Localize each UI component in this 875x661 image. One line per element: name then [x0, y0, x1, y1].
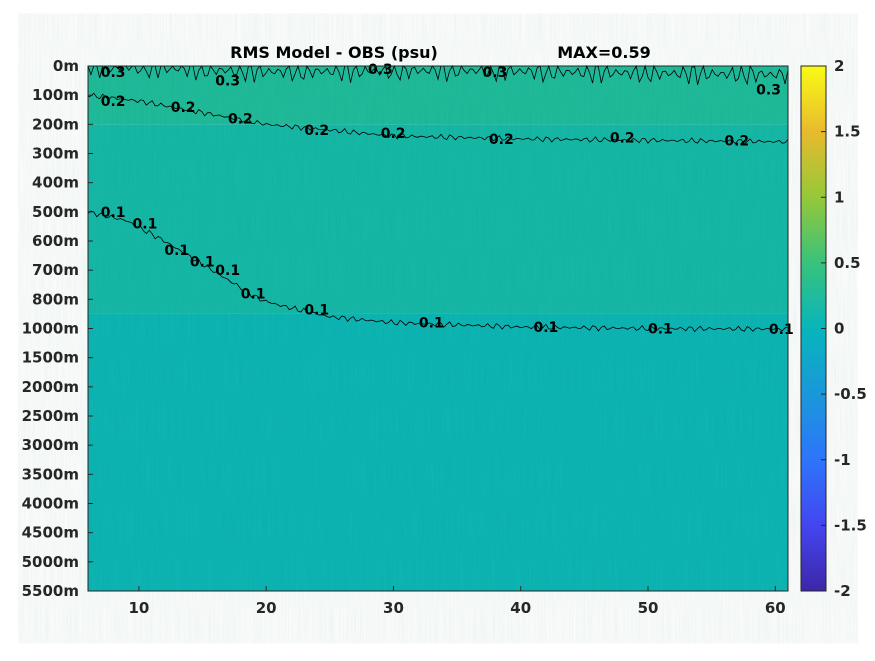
- colorbar-tick-label: 0: [834, 320, 844, 338]
- contour-label: 0.1: [533, 320, 558, 336]
- contour-label: 0.1: [769, 322, 794, 338]
- field-texture: [88, 66, 788, 591]
- x-axis: 10 20 30 40 50 60: [128, 586, 786, 617]
- contour-lines: [87, 64, 789, 333]
- contour-label: 0.2: [228, 112, 253, 128]
- x-tick-label: 50: [638, 599, 659, 617]
- y-tick-label: 100m: [32, 86, 79, 104]
- y-tick-label: 600m: [32, 232, 79, 250]
- y-tick-label: 800m: [32, 290, 79, 308]
- y-tick-label: 5500m: [22, 582, 79, 600]
- contour-label: 0.3: [756, 82, 781, 98]
- contour-label: 0.1: [101, 205, 126, 221]
- y-tick-label: 4500m: [22, 524, 79, 542]
- y-tick-label: 3000m: [22, 436, 79, 454]
- contour-label: 0.3: [215, 74, 240, 90]
- y-tick-label: 2500m: [22, 407, 79, 425]
- contour-label: 0.3: [483, 65, 508, 81]
- x-tick-label: 40: [510, 599, 531, 617]
- contour-label: 0.2: [101, 94, 126, 110]
- y-tick-label: 400m: [32, 174, 79, 192]
- colorbar-tick-label: -0.5: [834, 385, 867, 403]
- y-tick-label: 300m: [32, 145, 79, 163]
- max-annotation: MAX=0.59: [557, 43, 651, 62]
- contour-label: 0.2: [381, 126, 406, 142]
- contour-label: 0.1: [164, 243, 189, 259]
- y-tick-label: 0m: [53, 57, 79, 75]
- chart-title: RMS Model - OBS (psu): [230, 43, 438, 62]
- x-tick-label: 20: [256, 599, 277, 617]
- contour-label: 0.3: [101, 65, 126, 81]
- y-tick-label: 200m: [32, 115, 79, 133]
- y-tick-label: 500m: [32, 203, 79, 221]
- contour-label: 0.1: [419, 316, 444, 332]
- contour-label: 0.1: [304, 303, 329, 319]
- colorbar-tick-label: -1: [834, 451, 851, 469]
- colorbar-tick-label: 1: [834, 188, 844, 206]
- contour-label: 0.2: [489, 132, 514, 148]
- y-tick-label: 2000m: [22, 378, 79, 396]
- y-tick-label: 700m: [32, 261, 79, 279]
- y-axis: 0m 100m 200m 300m 400m 500m 600m 700m 800m 1000m 1…: [22, 57, 93, 600]
- contour-label: 0.2: [724, 133, 749, 149]
- contour-labels: 0.3 0.3 0.3 0.3 0.3 0.2 0.2 0.2 0.2 0.2 0.2 0.2 0.2 0…: [101, 62, 794, 338]
- x-tick-label: 30: [383, 599, 404, 617]
- contour-line-0.1: [87, 210, 789, 333]
- y-tick-label: 5000m: [22, 553, 79, 571]
- colorbar-tick-label: 0.5: [834, 254, 861, 272]
- colorbar-tick-label: 1.5: [834, 123, 861, 141]
- contour-label: 0.2: [171, 100, 196, 116]
- colorbar-tick-label: 2: [834, 57, 844, 75]
- contour-line-0.3: [87, 64, 789, 86]
- x-tick-label: 60: [765, 599, 786, 617]
- y-tick-label: 3500m: [22, 465, 79, 483]
- contour-label: 0.1: [215, 263, 240, 279]
- colorbar-tick-label: -1.5: [834, 516, 867, 534]
- y-tick-label: 1500m: [22, 349, 79, 367]
- contour-label: 0.1: [133, 217, 158, 233]
- contour-label: 0.2: [610, 130, 635, 146]
- contour-label: 0.1: [648, 322, 673, 338]
- x-tick-label: 10: [128, 599, 149, 617]
- y-tick-label: 1000m: [22, 320, 79, 338]
- contour-label: 0.3: [368, 62, 393, 78]
- contour-line-0.2: [87, 92, 789, 145]
- contour-label: 0.1: [241, 287, 266, 303]
- colorbar-tick-label: -2: [834, 582, 851, 600]
- contour-label: 0.2: [304, 123, 329, 139]
- colorbar-ticks: 2 1.5 1 0.5 0 -0.5 -1 -1.5 -2: [821, 57, 867, 600]
- y-tick-label: 4000m: [22, 495, 79, 513]
- contour-label: 0.1: [190, 254, 215, 270]
